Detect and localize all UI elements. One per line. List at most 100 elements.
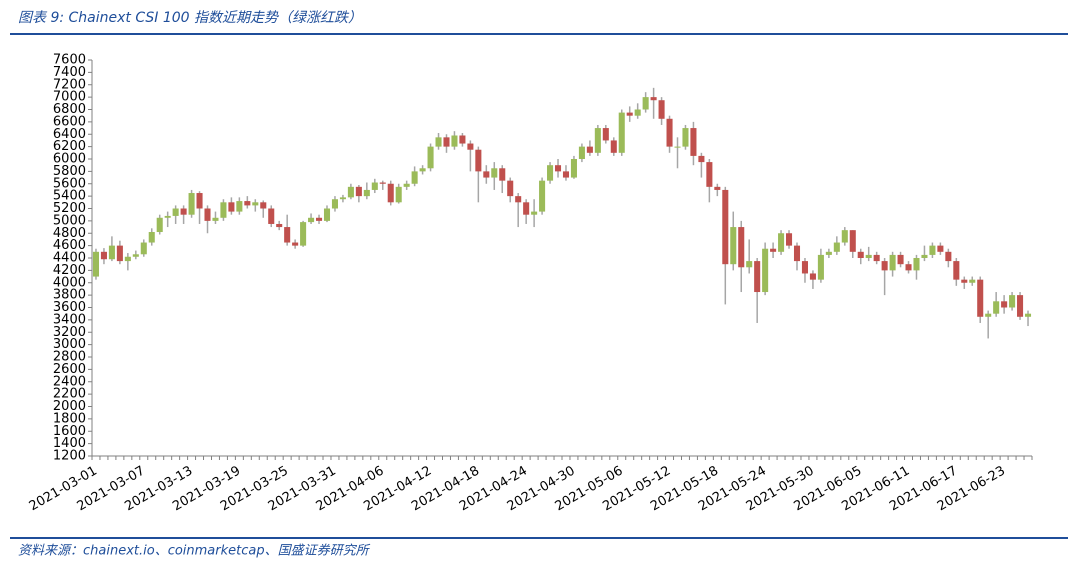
candle-body xyxy=(626,112,633,116)
candle-body xyxy=(602,128,609,141)
candle-body xyxy=(801,261,808,274)
candle-body xyxy=(276,223,283,228)
y-tick-label: 1800 xyxy=(53,411,86,426)
y-tick-label: 6000 xyxy=(53,152,86,167)
candle-body xyxy=(570,159,577,178)
candle-body xyxy=(889,254,896,271)
candle-body xyxy=(435,137,442,147)
y-tick-label: 2200 xyxy=(53,387,86,402)
y-tick-label: 7400 xyxy=(53,65,86,80)
candle-body xyxy=(586,146,593,153)
candle-body xyxy=(746,261,753,268)
candle-body xyxy=(770,248,777,252)
candle-body xyxy=(738,227,745,268)
candle-body xyxy=(634,109,641,116)
candle-body xyxy=(411,171,418,184)
candle-body xyxy=(539,180,546,212)
candle-body xyxy=(92,251,100,277)
y-tick-label: 4400 xyxy=(53,251,86,266)
candle-body xyxy=(531,211,538,215)
candle-body xyxy=(363,189,370,197)
candle-body xyxy=(244,201,251,206)
candle-body xyxy=(905,264,912,271)
candle-body xyxy=(148,232,155,243)
candle-body xyxy=(475,149,482,172)
y-tick-label: 7000 xyxy=(53,90,86,105)
candle-body xyxy=(825,251,832,255)
candle-body xyxy=(1001,301,1008,308)
candle-body xyxy=(841,230,848,243)
candle-body xyxy=(993,301,1000,314)
candle-body xyxy=(212,217,219,221)
candle-body xyxy=(578,146,585,159)
candle-body xyxy=(618,112,625,153)
candle-body xyxy=(682,128,689,147)
y-tick-label: 4800 xyxy=(53,226,86,241)
candle-body xyxy=(124,256,131,262)
y-tick-label: 6400 xyxy=(53,127,86,142)
candle-body xyxy=(698,155,705,163)
candle-body xyxy=(897,254,904,265)
candle-body xyxy=(809,273,816,280)
candle-body xyxy=(913,258,920,271)
candle-body xyxy=(164,215,171,218)
source-note: 资料来源：chainext.io、coinmarketcap、国盛证券研究所 xyxy=(18,543,371,559)
candle-body xyxy=(379,182,386,184)
candle-body xyxy=(228,202,235,212)
candle-body xyxy=(817,254,824,280)
candle-body xyxy=(793,245,801,262)
candle-body xyxy=(562,171,570,178)
candle-body xyxy=(985,313,992,317)
chart-title: 图表 9: Chainext CSI 100 指数近期走势（绿涨红跌） xyxy=(18,10,362,26)
candle-body xyxy=(196,193,203,209)
candle-body xyxy=(547,165,554,181)
candle-body xyxy=(180,208,187,215)
y-tick-label: 3800 xyxy=(53,288,86,303)
candle-body xyxy=(284,227,291,243)
candle-body xyxy=(132,254,139,257)
y-tick-label: 5800 xyxy=(53,164,86,179)
y-tick-label: 3400 xyxy=(53,312,86,327)
candle-body xyxy=(953,261,960,280)
candle-body xyxy=(355,186,362,197)
candle-body xyxy=(865,254,872,258)
candle-body xyxy=(969,279,976,283)
candle-body xyxy=(554,165,562,172)
candle-body xyxy=(523,202,530,215)
candle-body xyxy=(642,97,649,110)
candle-body xyxy=(977,279,984,317)
candle-body xyxy=(1024,313,1032,317)
y-tick-label: 5600 xyxy=(53,176,86,191)
candle-body xyxy=(252,202,259,206)
candle-body xyxy=(594,128,601,153)
candle-body xyxy=(499,168,506,181)
y-tick-label: 4200 xyxy=(53,263,86,278)
candle-body xyxy=(339,197,346,200)
candle-body xyxy=(873,254,880,262)
candle-body xyxy=(690,128,697,156)
candle-body xyxy=(730,227,737,265)
candle-body xyxy=(961,279,968,283)
candle-body xyxy=(427,146,434,169)
candle-body xyxy=(459,135,466,144)
candle-body xyxy=(395,186,402,203)
candle-body xyxy=(108,245,115,260)
candle-body xyxy=(857,251,864,258)
y-tick-label: 7200 xyxy=(53,77,86,92)
candle-body xyxy=(674,146,681,148)
candle-body xyxy=(881,261,888,271)
candle-body xyxy=(308,217,315,223)
y-tick-label: 6200 xyxy=(53,139,86,154)
y-tick-label: 3200 xyxy=(53,325,86,340)
candle-body xyxy=(451,135,458,147)
candle-body xyxy=(778,233,785,252)
candle-body xyxy=(204,208,211,221)
y-tick-label: 2800 xyxy=(53,350,86,365)
y-tick-label: 7600 xyxy=(53,53,86,68)
y-tick-label: 1600 xyxy=(53,424,86,439)
y-tick-label: 1400 xyxy=(53,436,86,451)
candle-body xyxy=(260,202,267,209)
y-tick-label: 5400 xyxy=(53,189,86,204)
candle-body xyxy=(220,202,227,218)
